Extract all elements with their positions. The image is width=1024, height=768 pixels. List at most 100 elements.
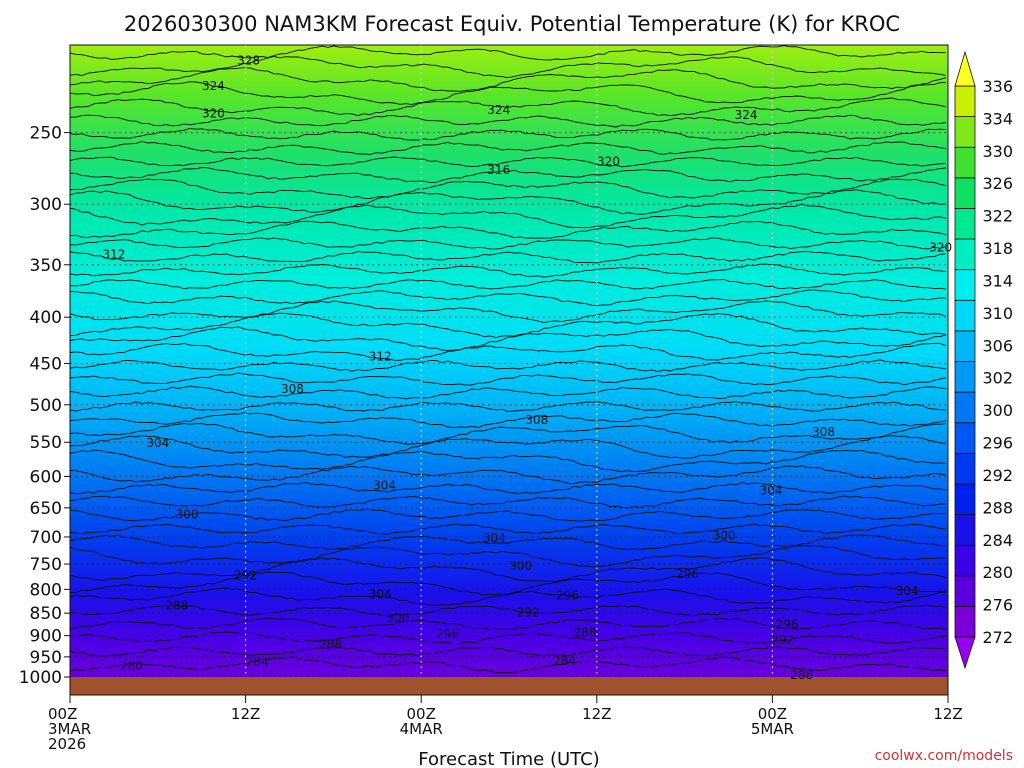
x-axis-label: Forecast Time (UTC): [418, 749, 599, 768]
y-tick-label: 1000: [19, 668, 62, 688]
contour-label: 308: [525, 413, 548, 427]
contour-line: [69, 56, 947, 79]
contour-line: [69, 359, 947, 373]
y-tick-label: 300: [30, 195, 62, 215]
colorbar-label: 334: [982, 109, 1013, 128]
contour-line: [69, 645, 947, 657]
y-tick-label: 550: [30, 433, 62, 453]
contour-label: 292: [234, 568, 257, 582]
y-tick-label: 650: [30, 499, 62, 519]
y-tick-label: 800: [30, 580, 62, 600]
colorbar-label: 330: [982, 142, 1013, 161]
colorbar-swatch: [954, 514, 976, 546]
colorbar-swatch: [954, 208, 976, 240]
contour-line: [69, 189, 947, 215]
contour-label: 288: [165, 599, 188, 613]
contour-line: [69, 220, 947, 239]
theta-e-field: [70, 45, 948, 677]
contour-label: 296: [776, 618, 799, 632]
contour-label: 292: [771, 633, 794, 647]
colorbar-label: 292: [982, 466, 1013, 485]
contour-line: [69, 508, 947, 522]
x-tick-label: 2026: [48, 735, 86, 753]
contour-label: 300: [713, 528, 736, 542]
y-tick-label: 400: [30, 308, 62, 328]
contour-line: [69, 412, 947, 428]
colorbar-label: 296: [982, 434, 1013, 453]
contour-label: 304: [373, 478, 396, 492]
contour-line: [69, 617, 947, 631]
contour-line: [69, 604, 947, 617]
contour-label: 316: [487, 163, 510, 177]
colorbar-label: 310: [982, 304, 1013, 323]
contour-line: [69, 289, 947, 306]
colorbar-swatch: [954, 116, 976, 148]
contour-label: 320: [929, 241, 952, 255]
chart-title: 2026030300 NAM3KM Forecast Equiv. Potent…: [124, 12, 900, 36]
colorbar-label: 318: [982, 239, 1013, 258]
contour-line: [69, 81, 947, 105]
contour-line: [69, 279, 947, 290]
contour-label: 304: [146, 436, 169, 450]
colorbar-label: 280: [982, 563, 1013, 582]
contour-line: [69, 45, 946, 61]
contour-line: [69, 178, 947, 199]
x-tick-label: 4MAR: [400, 720, 443, 738]
y-tick-label: 450: [30, 354, 62, 374]
x-tick-label: 12Z: [231, 705, 260, 723]
contour-line: [69, 342, 947, 361]
contour-line: [69, 435, 947, 459]
contour-line: [69, 523, 947, 535]
colorbar-swatch: [954, 238, 976, 271]
contour-line: [70, 114, 947, 128]
contour-label: 328: [237, 53, 260, 67]
colorbar-label: 272: [982, 628, 1013, 647]
colorbar-swatch: [954, 452, 976, 485]
colorbar-swatch: [954, 391, 976, 424]
contour-line: [69, 167, 947, 183]
contour-label: 308: [812, 425, 835, 439]
contour-label: 324: [487, 103, 510, 117]
contour-line: [69, 300, 947, 324]
contour-label: 320: [202, 106, 225, 120]
credit-text: coolwx.com/models: [875, 748, 1013, 764]
x-tick-label: 12Z: [933, 705, 962, 723]
contour-label: 312: [102, 248, 125, 262]
x-tick-label: 12Z: [582, 705, 611, 723]
contour-label: 296: [436, 627, 459, 641]
contour-line: [69, 481, 947, 495]
contour-label: 300: [509, 559, 532, 573]
contour-line: [69, 656, 947, 674]
contour-line: [69, 203, 947, 229]
x-tick-label: 00Z: [407, 705, 436, 723]
contour-label: 324: [202, 79, 225, 93]
y-tick-label: 500: [30, 396, 62, 416]
contour-line: [69, 631, 947, 645]
contour-label: 288: [790, 668, 813, 682]
contour-label: 304: [896, 584, 919, 598]
contour-line: [69, 557, 947, 582]
contour-label: 284: [246, 655, 269, 669]
contour-line: [69, 465, 947, 484]
colorbar-swatch: [954, 422, 976, 454]
contour-labels: 328 324 324 324 320 320 320 316 312 312 308 308 308 3…: [102, 53, 952, 682]
contour-label: 304: [483, 531, 506, 545]
contour-line: [69, 251, 947, 264]
colorbar-swatch: [954, 544, 976, 577]
y-tick-label: 250: [30, 124, 62, 144]
contour-label: 296: [676, 567, 699, 581]
contour-lines: [69, 45, 947, 674]
y-tick-label: 900: [30, 627, 62, 647]
y-tick-label: 850: [30, 604, 62, 624]
colorbar-label: 284: [982, 531, 1013, 550]
x-tick-label: 5MAR: [751, 720, 794, 738]
colorbar-label: 302: [982, 369, 1013, 388]
contour-line: [69, 545, 947, 568]
contour-label: 320: [597, 154, 620, 168]
colorbar-swatch: [954, 575, 976, 607]
contour-line: [69, 385, 947, 400]
y-axis: 250 300 350 400 450 500 550 600 650 700 750 800 850 9…: [19, 124, 70, 688]
colorbar-label: 322: [982, 207, 1013, 226]
contour-label: 292: [517, 605, 540, 619]
